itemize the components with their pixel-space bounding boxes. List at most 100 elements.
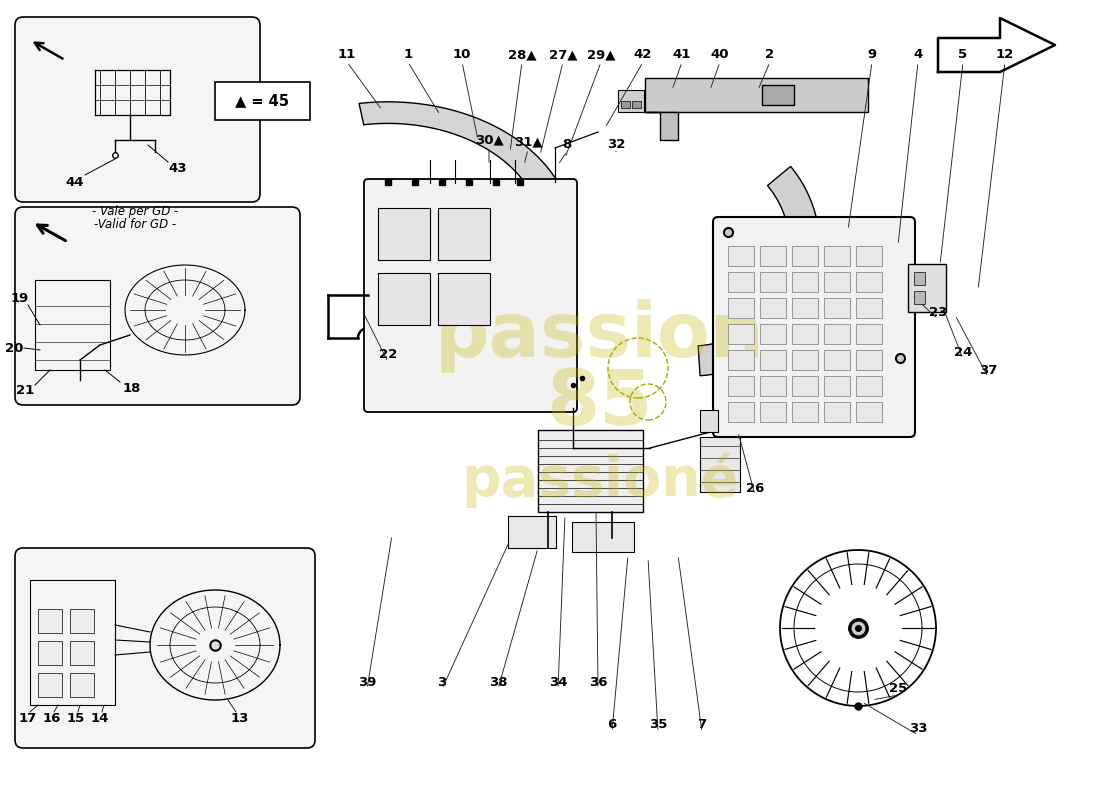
Text: 44: 44 <box>66 175 85 189</box>
Text: 39: 39 <box>358 675 376 689</box>
Text: 18: 18 <box>123 382 141 394</box>
Bar <box>762 85 794 105</box>
Bar <box>760 324 786 344</box>
Text: 38: 38 <box>488 675 507 689</box>
Text: - Vale per GD -: - Vale per GD - <box>92 205 178 218</box>
Bar <box>856 298 882 318</box>
Text: 37: 37 <box>979 363 998 377</box>
Text: 1: 1 <box>404 49 412 62</box>
Bar <box>378 273 430 325</box>
Text: 4: 4 <box>913 49 923 62</box>
Text: 36: 36 <box>588 675 607 689</box>
Text: 7: 7 <box>697 718 706 731</box>
Bar <box>760 246 786 266</box>
Bar <box>760 350 786 370</box>
Text: 30▲: 30▲ <box>474 134 504 146</box>
Bar <box>914 272 925 285</box>
Polygon shape <box>698 166 820 376</box>
Bar <box>39 641 62 665</box>
Bar <box>618 90 644 112</box>
Text: 10: 10 <box>453 49 471 62</box>
Text: 20: 20 <box>4 342 23 354</box>
Bar <box>621 101 630 108</box>
Bar <box>856 350 882 370</box>
Text: 25: 25 <box>889 682 908 694</box>
Bar <box>760 272 786 292</box>
Text: 35: 35 <box>649 718 668 731</box>
Bar <box>914 291 925 304</box>
Bar <box>856 246 882 266</box>
Text: -Valid for GD -: -Valid for GD - <box>94 218 176 231</box>
Bar <box>728 350 754 370</box>
Text: 26: 26 <box>746 482 764 494</box>
Text: passioné: passioné <box>461 453 739 507</box>
Bar <box>728 402 754 422</box>
Text: 33: 33 <box>909 722 927 734</box>
Text: 6: 6 <box>607 718 617 731</box>
Text: 22: 22 <box>378 349 397 362</box>
Bar <box>30 580 116 705</box>
Bar <box>35 280 110 370</box>
Bar <box>70 673 94 697</box>
Bar <box>792 402 818 422</box>
Bar <box>572 522 634 552</box>
Text: 8: 8 <box>562 138 572 150</box>
Polygon shape <box>359 102 571 218</box>
Bar <box>70 641 94 665</box>
Text: 42: 42 <box>634 49 652 62</box>
Bar <box>538 430 644 512</box>
Polygon shape <box>938 18 1055 72</box>
Bar <box>824 272 850 292</box>
Text: 32: 32 <box>607 138 625 150</box>
Bar <box>792 298 818 318</box>
Bar <box>70 609 94 633</box>
Bar <box>700 410 718 432</box>
Bar <box>856 376 882 396</box>
Bar <box>824 324 850 344</box>
Text: 5: 5 <box>958 49 968 62</box>
Bar <box>824 298 850 318</box>
Polygon shape <box>645 78 868 112</box>
Bar <box>728 298 754 318</box>
Bar <box>856 402 882 422</box>
Bar <box>438 208 490 260</box>
Text: 43: 43 <box>168 162 187 174</box>
Text: 15: 15 <box>67 711 85 725</box>
Bar <box>824 376 850 396</box>
Text: 31▲: 31▲ <box>514 135 542 149</box>
FancyBboxPatch shape <box>364 179 578 412</box>
Text: 11: 11 <box>338 49 356 62</box>
Bar <box>438 273 490 325</box>
Polygon shape <box>645 112 678 140</box>
FancyBboxPatch shape <box>15 548 315 748</box>
Bar <box>39 609 62 633</box>
Bar <box>508 516 556 548</box>
Text: 13: 13 <box>231 711 250 725</box>
Bar <box>760 402 786 422</box>
Text: 14: 14 <box>91 711 109 725</box>
Text: 9: 9 <box>868 49 877 62</box>
Bar <box>760 376 786 396</box>
Text: 40: 40 <box>711 49 729 62</box>
Bar <box>792 324 818 344</box>
Text: 21: 21 <box>15 383 34 397</box>
Bar <box>824 350 850 370</box>
Bar <box>760 298 786 318</box>
Bar <box>39 673 62 697</box>
Text: 2: 2 <box>766 49 774 62</box>
Bar <box>824 402 850 422</box>
Bar <box>632 101 641 108</box>
Text: 34: 34 <box>549 675 568 689</box>
FancyBboxPatch shape <box>15 207 300 405</box>
Text: 29▲: 29▲ <box>586 49 615 62</box>
Bar <box>728 376 754 396</box>
Text: 41: 41 <box>673 49 691 62</box>
Text: ▲ = 45: ▲ = 45 <box>235 94 289 109</box>
FancyBboxPatch shape <box>15 17 260 202</box>
Bar <box>792 246 818 266</box>
Bar <box>792 272 818 292</box>
Bar <box>824 246 850 266</box>
Bar <box>214 82 310 120</box>
Bar <box>728 246 754 266</box>
Bar <box>728 272 754 292</box>
